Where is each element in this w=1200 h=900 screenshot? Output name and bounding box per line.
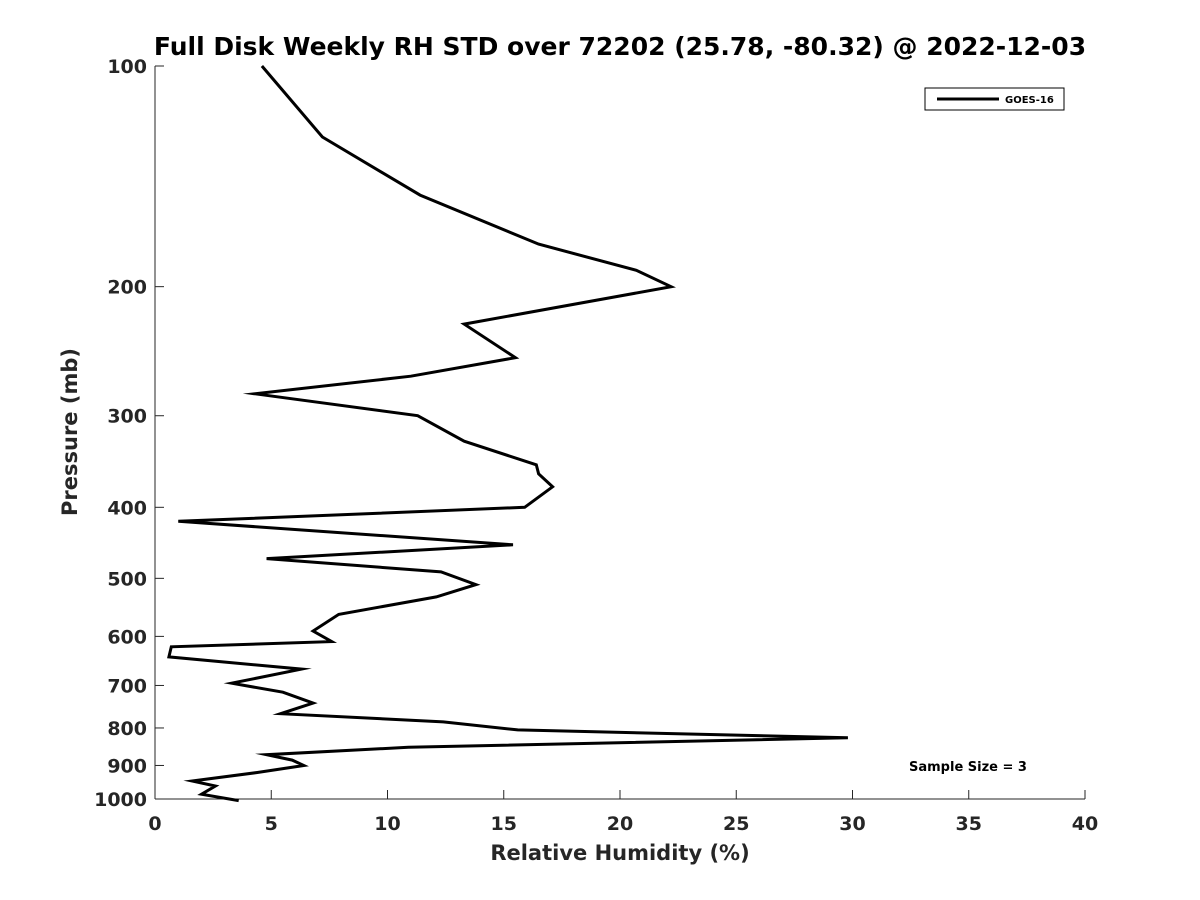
chart-title: Full Disk Weekly RH STD over 72202 (25.7… — [154, 32, 1086, 61]
x-tick-label: 5 — [265, 813, 278, 835]
sample-size-annotation: Sample Size = 3 — [909, 760, 1027, 775]
x-tick-label: 0 — [148, 813, 161, 835]
x-axis-label: Relative Humidity (%) — [490, 841, 749, 865]
y-tick-label: 900 — [107, 755, 147, 777]
x-tick-label: 25 — [723, 813, 749, 835]
x-tick-label: 30 — [839, 813, 865, 835]
y-tick-label: 500 — [107, 568, 147, 590]
legend: GOES-16 — [924, 87, 1065, 111]
x-tick-label: 35 — [956, 813, 982, 835]
y-axis-label: Pressure (mb) — [58, 348, 82, 516]
legend-label-goes-16: GOES-16 — [1005, 95, 1054, 106]
x-tick-label: 20 — [607, 813, 633, 835]
y-tick-label: 700 — [107, 675, 147, 697]
y-tick-label: 1000 — [94, 789, 147, 811]
y-tick-label: 800 — [107, 718, 147, 740]
y-tick-label: 300 — [107, 406, 147, 428]
x-tick-label: 10 — [374, 813, 400, 835]
y-tick-label: 600 — [107, 626, 147, 648]
series-layer — [167, 65, 848, 803]
y-tick-label: 400 — [107, 497, 147, 519]
y-ticks: 100 200 300 400 500 600 700 800 900 1000 — [94, 56, 164, 811]
y-tick-label: 100 — [107, 56, 147, 78]
x-tick-label: 40 — [1072, 813, 1098, 835]
series-line-goes-16 — [167, 65, 848, 803]
x-tick-label: 15 — [491, 813, 517, 835]
y-tick-label: 200 — [107, 277, 147, 299]
x-ticks: 0 5 10 15 20 25 30 35 40 — [148, 790, 1098, 835]
